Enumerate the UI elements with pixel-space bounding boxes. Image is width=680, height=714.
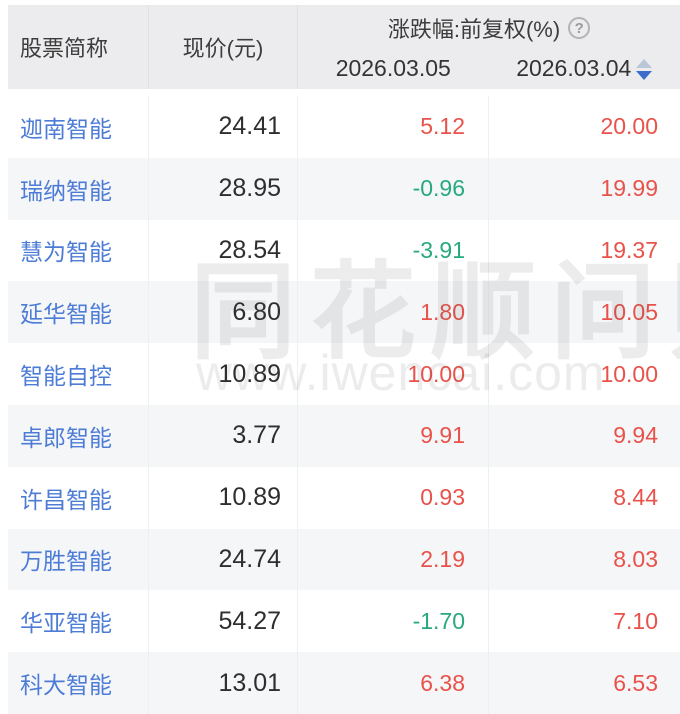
col-group-change: 涨跌幅:前复权(%) ? 2026.03.05 2026.03.04 [297,5,680,89]
col-header-date-0305[interactable]: 2026.03.05 [335,55,451,81]
price-value: 24.41 [148,96,297,158]
table-row[interactable]: 华亚智能 54.27 -1.70 7.10 [8,590,680,653]
change-0304-value: 6.53 [488,652,680,714]
help-icon[interactable]: ? [568,17,591,39]
change-0304-value: 8.03 [488,528,680,591]
table-header: 股票简称 现价(元) 涨跌幅:前复权(%) ? 2026.03.05 2026.… [8,5,680,89]
stock-table: 股票简称 现价(元) 涨跌幅:前复权(%) ? 2026.03.05 2026.… [8,5,680,714]
change-0305-value: -0.96 [297,157,488,220]
table-row[interactable]: 慧为智能 28.54 -3.91 19.37 [8,219,680,282]
price-value: 10.89 [148,343,297,405]
change-0305-value: 5.12 [297,96,488,158]
change-0304-value: 7.10 [488,590,680,653]
date-0304-label: 2026.03.04 [516,55,632,81]
table-row[interactable]: 延华智能 6.80 1.80 10.05 [8,281,680,344]
table-row[interactable]: 智能自控 10.89 10.00 10.00 [8,343,680,405]
stock-name-link[interactable]: 慧为智能 [20,239,112,266]
change-0304-value: 20.00 [488,96,680,158]
change-0305-value: 10.00 [297,343,488,405]
date-headers-row: 2026.03.05 2026.03.04 [298,48,680,89]
price-value: 13.01 [148,652,297,714]
price-value: 24.74 [148,528,297,591]
change-0305-value: 6.38 [297,652,488,714]
col-header-price: 现价(元) [148,5,297,89]
change-0304-value: 10.05 [488,281,680,344]
change-0304-value: 10.00 [488,343,680,405]
stock-name-link[interactable]: 瑞纳智能 [20,177,112,204]
table-row[interactable]: 瑞纳智能 28.95 -0.96 19.99 [8,157,680,220]
change-0305-value: 0.93 [297,466,488,529]
change-0305-value: 2.19 [297,528,488,591]
table-row[interactable]: 万胜智能 24.74 2.19 8.03 [8,528,680,591]
price-value: 28.54 [148,219,297,282]
stock-name-link[interactable]: 华亚智能 [20,610,112,637]
col-header-stock-name: 股票简称 [20,36,109,61]
price-value: 6.80 [148,281,297,344]
sort-down-arrow-icon [636,71,653,80]
stock-name-link[interactable]: 智能自控 [20,363,112,390]
stock-name-link[interactable]: 卓郎智能 [20,424,112,451]
stock-name-link[interactable]: 迦南智能 [20,115,112,142]
change-group-label: 涨跌幅:前复权(%) [387,17,561,42]
sort-icon[interactable] [636,59,653,80]
stock-name-link[interactable]: 科大智能 [20,672,112,699]
change-0304-value: 19.37 [488,219,680,282]
table-row[interactable]: 迦南智能 24.41 5.12 20.00 [8,96,680,158]
change-0305-value: 9.91 [297,404,488,467]
col-header-date-0304[interactable]: 2026.03.04 [489,55,680,82]
change-0304-value: 8.44 [488,466,680,529]
price-value: 3.77 [148,404,297,467]
stock-name-link[interactable]: 许昌智能 [20,486,112,513]
table-row[interactable]: 许昌智能 10.89 0.93 8.44 [8,466,680,529]
stock-name-link[interactable]: 延华智能 [20,301,112,328]
change-0305-value: -1.70 [297,590,488,653]
sort-up-arrow-icon [636,59,653,68]
price-value: 54.27 [148,590,297,653]
change-group-header: 涨跌幅:前复权(%) ? [298,5,680,48]
table-row[interactable]: 科大智能 13.01 6.38 6.53 [8,652,680,714]
price-value: 28.95 [148,157,297,220]
change-0304-value: 19.99 [488,157,680,220]
table-body: 迦南智能 24.41 5.12 20.00 瑞纳智能 28.95 -0.96 1… [8,96,680,714]
change-0305-value: 1.80 [297,281,488,344]
change-0304-value: 9.94 [488,404,680,467]
stock-name-link[interactable]: 万胜智能 [20,548,112,575]
table-row[interactable]: 卓郎智能 3.77 9.91 9.94 [8,404,680,467]
change-0305-value: -3.91 [297,219,488,282]
price-value: 10.89 [148,466,297,529]
